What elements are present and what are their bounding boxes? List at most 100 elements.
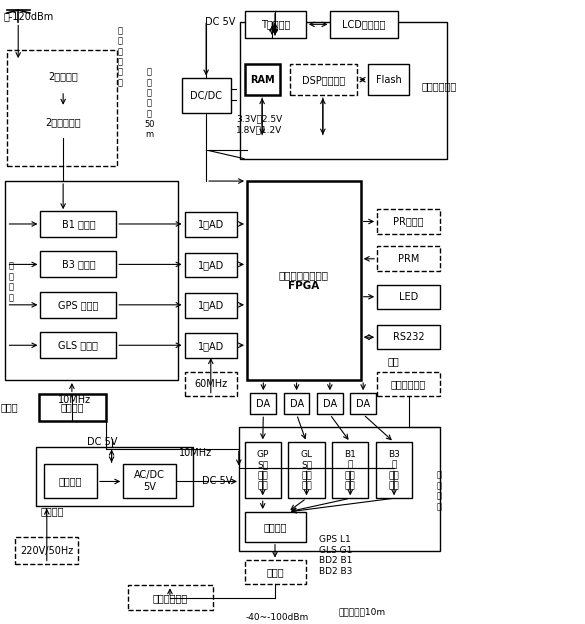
Text: GPS 下变频: GPS 下变频	[58, 300, 98, 310]
Text: T控接收机: T控接收机	[260, 19, 290, 29]
Text: 220V/50Hz: 220V/50Hz	[20, 545, 74, 555]
Text: 接
收
信
道: 接 收 信 道	[9, 261, 13, 302]
Text: 基准钟: 基准钟	[1, 402, 18, 412]
Text: RAM: RAM	[250, 75, 274, 85]
Text: 2通道低噪放: 2通道低噪放	[46, 117, 81, 127]
Bar	[184, 333, 237, 358]
Text: 1路AD: 1路AD	[198, 341, 224, 351]
Text: 电源模块: 电源模块	[40, 505, 64, 515]
Text: DA: DA	[256, 399, 270, 409]
Text: DA: DA	[290, 399, 304, 409]
Text: -40~-100dBm: -40~-100dBm	[246, 613, 309, 622]
Text: DA: DA	[323, 399, 337, 409]
Bar	[44, 464, 97, 498]
Text: PRM: PRM	[398, 254, 419, 264]
Bar	[332, 442, 369, 498]
Bar	[184, 372, 237, 396]
Bar	[317, 393, 343, 414]
Bar	[290, 64, 357, 95]
Text: DC 5V: DC 5V	[202, 476, 232, 486]
Text: 1路AD: 1路AD	[198, 300, 224, 311]
Bar	[245, 560, 306, 584]
Bar	[350, 393, 376, 414]
Bar	[123, 464, 176, 498]
Text: B3
上
变频
模块: B3 上 变频 模块	[388, 450, 400, 490]
Bar	[247, 181, 361, 380]
Bar	[377, 209, 440, 234]
Bar	[369, 64, 410, 95]
Bar	[128, 585, 212, 610]
Text: DA: DA	[356, 399, 370, 409]
Text: 电缆长度约10m: 电缆长度约10m	[338, 607, 385, 616]
Bar	[331, 11, 398, 38]
Text: B3 下变频: B3 下变频	[61, 260, 95, 270]
Text: 调试: 调试	[387, 356, 399, 366]
Text: 过压保护: 过压保护	[59, 476, 82, 486]
Bar	[377, 246, 440, 271]
Bar	[288, 442, 325, 498]
Bar	[184, 253, 237, 278]
Text: DSP定位模块: DSP定位模块	[301, 75, 345, 85]
Text: GPS L1
GLS G1
BD2 B1
BD2 B3: GPS L1 GLS G1 BD2 B1 BD2 B3	[319, 535, 352, 575]
Text: 发
射
信
道: 发 射 信 道	[437, 470, 442, 511]
Bar	[36, 447, 193, 505]
Text: DC/DC: DC/DC	[190, 90, 222, 100]
Bar	[40, 292, 116, 318]
Bar	[377, 285, 440, 308]
Text: 10MHz: 10MHz	[178, 449, 212, 459]
Bar	[24, 61, 103, 91]
Text: B1 下变频: B1 下变频	[61, 219, 95, 229]
Bar	[240, 22, 447, 159]
Text: 解扩、解调和定位
FPGA: 解扩、解调和定位 FPGA	[279, 270, 329, 291]
Text: DC 5V: DC 5V	[205, 17, 235, 27]
Text: 衰减器: 衰减器	[267, 567, 284, 577]
Bar	[5, 181, 177, 380]
Text: LED: LED	[399, 292, 418, 302]
Text: 2阵元天线: 2阵元天线	[49, 71, 78, 81]
Text: 1路AD: 1路AD	[198, 260, 224, 270]
Bar	[250, 393, 276, 414]
Bar	[40, 251, 116, 278]
Bar	[184, 212, 237, 237]
Text: 1路AD: 1路AD	[198, 220, 224, 230]
Text: LCD显示模块: LCD显示模块	[342, 19, 386, 29]
Text: GP
S上
变频
模块: GP S上 变频 模块	[257, 450, 269, 490]
Bar	[184, 293, 237, 318]
Bar	[245, 64, 280, 95]
Text: 约-120dBm: 约-120dBm	[4, 11, 54, 21]
Bar	[24, 108, 103, 137]
Text: GL
S上
变频
模块: GL S上 变频 模块	[301, 450, 312, 490]
Text: 馈
缆
长
度
约
50
m: 馈 缆 长 度 约 50 m	[144, 67, 155, 139]
Bar	[39, 394, 106, 421]
Text: 信号合成: 信号合成	[263, 522, 287, 532]
Bar	[6, 51, 118, 165]
Text: AC/DC
5V: AC/DC 5V	[134, 470, 165, 492]
Text: 功率控制模块: 功率控制模块	[391, 379, 426, 389]
Bar	[245, 442, 281, 498]
Bar	[245, 11, 306, 38]
Text: 频率模块: 频率模块	[60, 402, 84, 412]
Text: 3.3V、2.5V: 3.3V、2.5V	[236, 114, 282, 124]
Text: 1.8V、1.2V: 1.8V、1.2V	[236, 125, 282, 134]
Bar	[181, 79, 231, 113]
Text: RS232: RS232	[393, 332, 425, 342]
Text: 发射天线模块: 发射天线模块	[153, 593, 188, 603]
Text: 接
收
天
线
模
块: 接 收 天 线 模 块	[118, 26, 123, 87]
Text: 60MHz: 60MHz	[194, 379, 228, 389]
Text: GLS 下变频: GLS 下变频	[58, 340, 98, 350]
Bar	[15, 537, 78, 563]
Text: DC 5V: DC 5V	[87, 437, 118, 447]
Bar	[40, 332, 116, 358]
Bar	[376, 442, 412, 498]
Bar	[377, 325, 440, 349]
Text: Flash: Flash	[376, 75, 402, 85]
Text: 10MHz: 10MHz	[58, 395, 91, 405]
Bar	[40, 211, 116, 237]
Text: PR码捕获: PR码捕获	[393, 217, 424, 227]
Bar	[239, 427, 440, 551]
Bar	[245, 512, 306, 542]
Bar	[377, 372, 440, 396]
Bar	[284, 393, 309, 414]
Text: 数字信号处理: 数字信号处理	[422, 82, 457, 92]
Text: B1
上
变频
模块: B1 上 变频 模块	[345, 450, 356, 490]
